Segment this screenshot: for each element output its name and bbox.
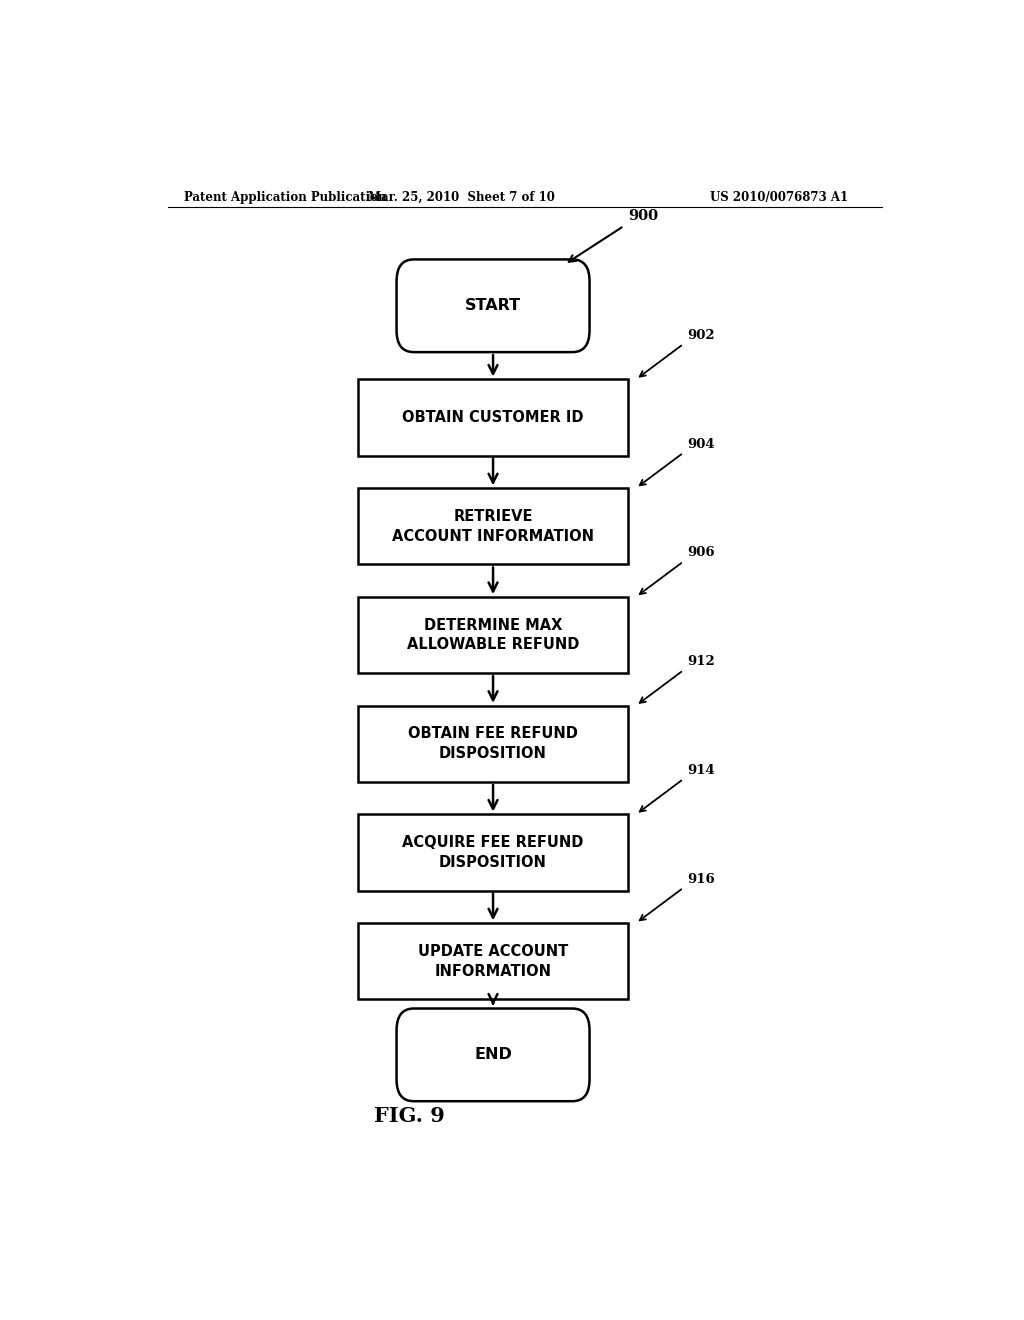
Text: 914: 914 bbox=[687, 764, 715, 777]
Text: 900: 900 bbox=[628, 209, 658, 223]
Text: 902: 902 bbox=[687, 329, 715, 342]
Text: END: END bbox=[474, 1047, 512, 1063]
Bar bbox=[358, 597, 628, 673]
Text: 906: 906 bbox=[687, 546, 715, 560]
Text: OBTAIN FEE REFUND
DISPOSITION: OBTAIN FEE REFUND DISPOSITION bbox=[409, 726, 578, 762]
Bar bbox=[358, 706, 628, 781]
Bar bbox=[358, 923, 628, 999]
Text: RETRIEVE
ACCOUNT INFORMATION: RETRIEVE ACCOUNT INFORMATION bbox=[392, 510, 594, 544]
Bar bbox=[358, 814, 628, 891]
Text: FIG. 9: FIG. 9 bbox=[375, 1106, 445, 1126]
Bar bbox=[358, 379, 628, 455]
Text: Mar. 25, 2010  Sheet 7 of 10: Mar. 25, 2010 Sheet 7 of 10 bbox=[368, 190, 555, 203]
Text: OBTAIN CUSTOMER ID: OBTAIN CUSTOMER ID bbox=[402, 411, 584, 425]
Text: US 2010/0076873 A1: US 2010/0076873 A1 bbox=[710, 190, 848, 203]
Text: START: START bbox=[465, 298, 521, 313]
Text: DETERMINE MAX
ALLOWABLE REFUND: DETERMINE MAX ALLOWABLE REFUND bbox=[407, 618, 580, 652]
Text: 904: 904 bbox=[687, 438, 715, 450]
FancyBboxPatch shape bbox=[396, 1008, 590, 1101]
Text: UPDATE ACCOUNT
INFORMATION: UPDATE ACCOUNT INFORMATION bbox=[418, 944, 568, 978]
Text: 912: 912 bbox=[687, 655, 715, 668]
FancyBboxPatch shape bbox=[396, 260, 590, 352]
Text: ACQUIRE FEE REFUND
DISPOSITION: ACQUIRE FEE REFUND DISPOSITION bbox=[402, 836, 584, 870]
Text: 916: 916 bbox=[687, 873, 715, 886]
Bar bbox=[358, 488, 628, 565]
Text: Patent Application Publication: Patent Application Publication bbox=[183, 190, 386, 203]
